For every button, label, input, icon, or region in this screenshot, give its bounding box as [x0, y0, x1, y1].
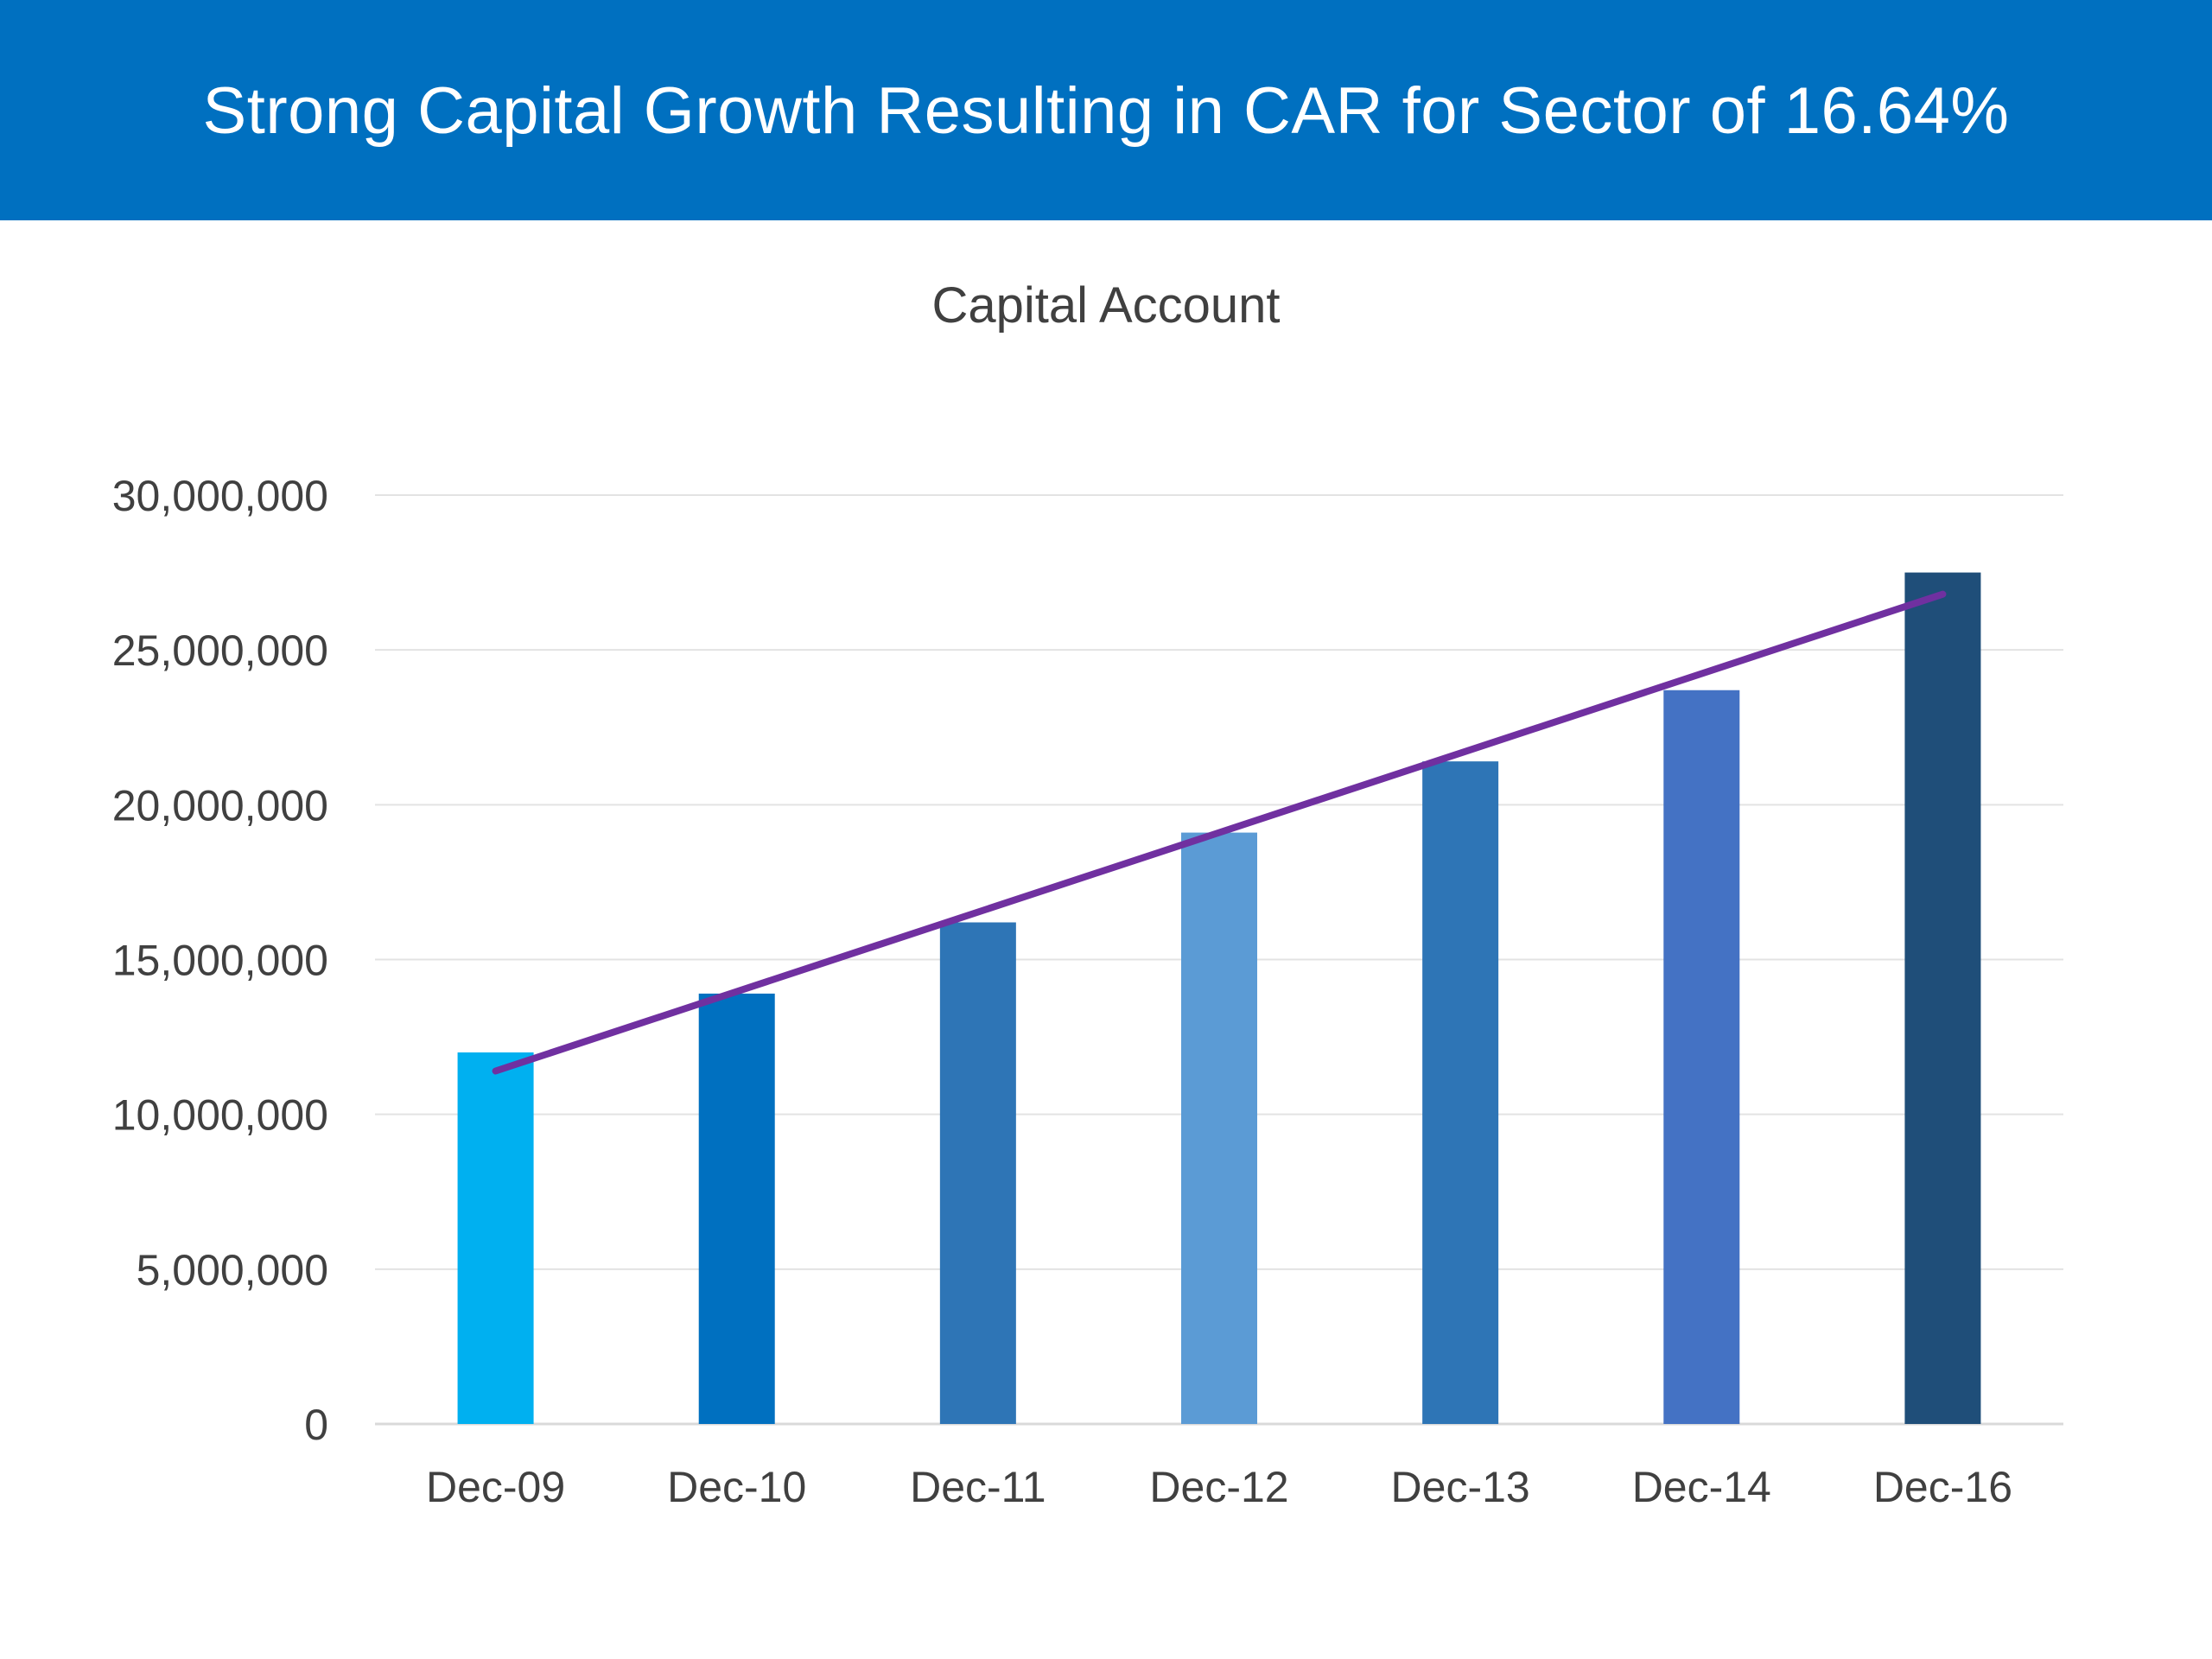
x-tick-label: Dec-13: [1391, 1463, 1530, 1511]
bar-dec-16: [1904, 572, 1981, 1424]
bar-dec-10: [698, 993, 775, 1424]
x-tick-label: Dec-09: [426, 1463, 565, 1511]
bar-dec-14: [1663, 690, 1740, 1424]
x-tick-label: Dec-11: [910, 1463, 1046, 1511]
bars: [457, 572, 1981, 1424]
slide-title: Strong Capital Growth Resulting in CAR f…: [202, 74, 2010, 148]
y-tick-label: 20,000,000: [112, 781, 328, 830]
y-tick-label: 0: [304, 1401, 328, 1449]
y-tick-label: 30,000,000: [112, 472, 328, 520]
bar-dec-12: [1181, 832, 1257, 1424]
y-tick-label: 25,000,000: [112, 626, 328, 675]
y-axis-labels: 0 5,000,000 10,000,000 15,000,000 20,000,000…: [112, 472, 328, 1449]
y-tick-label: 5,000,000: [137, 1246, 328, 1294]
x-tick-label: Dec-16: [1873, 1463, 2012, 1511]
bar-dec-13: [1422, 761, 1499, 1424]
x-tick-label: Dec-14: [1632, 1463, 1771, 1511]
trendline: [492, 590, 1947, 1075]
header-bar: Strong Capital Growth Resulting in CAR f…: [0, 0, 2212, 220]
bar-dec-09: [457, 1052, 534, 1424]
bar-dec-11: [939, 922, 1016, 1424]
x-tick-label: Dec-10: [667, 1463, 806, 1511]
y-tick-label: 10,000,000: [112, 1091, 328, 1140]
chart-title: Capital Account: [931, 277, 1281, 334]
y-tick-label: 15,000,000: [112, 937, 328, 985]
x-tick-label: Dec-12: [1149, 1463, 1288, 1511]
x-axis-labels: Dec-09 Dec-10 Dec-11 Dec-12 Dec-13 Dec-14 Dec-…: [426, 1463, 2012, 1511]
trendline-layer: [492, 590, 1947, 1075]
